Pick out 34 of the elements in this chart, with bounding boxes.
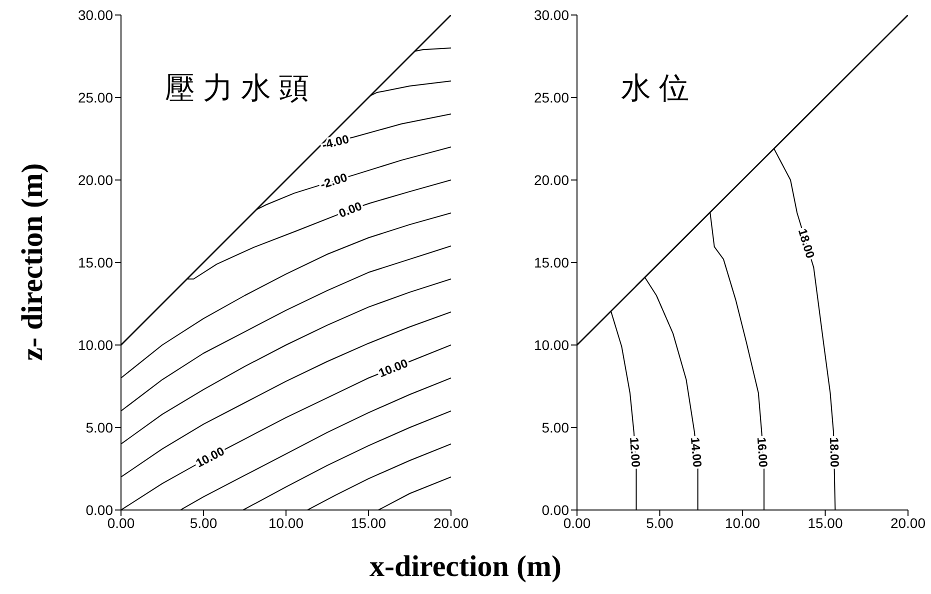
annotation: -4.00 — [320, 132, 351, 152]
annotation: 18.00 — [795, 227, 818, 260]
y-tick-label: 5.00 — [542, 419, 570, 436]
y-axis-title: z- direction (m) — [15, 162, 50, 363]
y-tick-label: 15.00 — [534, 254, 570, 270]
y-tick-label: 25.00 — [78, 89, 114, 106]
y-tick-label: 25.00 — [534, 89, 570, 106]
annotation: 0.00 — [336, 198, 364, 220]
x-axis-title: x-direction (m) — [368, 550, 562, 584]
x-tick-label: 15.00 — [808, 514, 843, 531]
x-tick-label: 20.00 — [433, 514, 469, 531]
annotation: 12.00 — [626, 436, 643, 468]
annotation: 14.00 — [688, 436, 705, 468]
annotation: -2.00 — [318, 170, 350, 192]
y-tick-label: 20.00 — [78, 172, 114, 188]
annotation: 10.00 — [376, 356, 410, 380]
y-tick-label: 10.00 — [534, 336, 570, 353]
x-tick-label: 15.00 — [350, 514, 386, 531]
annotation: 18.00 — [827, 437, 842, 468]
y-tick-label: 20.00 — [534, 172, 570, 188]
x-tick-label: 20.00 — [890, 514, 926, 531]
x-tick-label: 5.00 — [646, 514, 674, 531]
text: 水位 — [621, 71, 697, 107]
annotation: 16.00 — [754, 436, 770, 468]
y-tick-label: 10.00 — [78, 336, 114, 353]
x-tick-label: 10.00 — [724, 514, 760, 531]
y-tick-label: 15.00 — [78, 254, 114, 270]
y-tick-label: 30.00 — [534, 6, 570, 23]
x-tick-label: 5.00 — [190, 514, 218, 531]
y-tick-label: 30.00 — [78, 6, 114, 23]
text: 壓力水頭 — [165, 71, 317, 107]
x-tick-label: 10.00 — [268, 514, 304, 531]
y-tick-label: 5.00 — [86, 419, 114, 436]
annotation: 10.00 — [194, 444, 227, 470]
